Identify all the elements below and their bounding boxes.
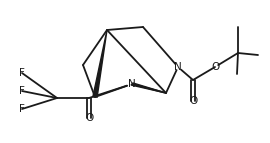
- Text: N: N: [128, 79, 136, 89]
- Text: F: F: [19, 68, 25, 78]
- Text: F: F: [19, 86, 25, 96]
- Polygon shape: [131, 83, 166, 93]
- Polygon shape: [93, 30, 107, 97]
- Text: N: N: [174, 62, 182, 72]
- Text: O: O: [85, 113, 93, 123]
- Text: F: F: [19, 104, 25, 114]
- Text: O: O: [189, 96, 197, 106]
- Text: O: O: [211, 62, 219, 72]
